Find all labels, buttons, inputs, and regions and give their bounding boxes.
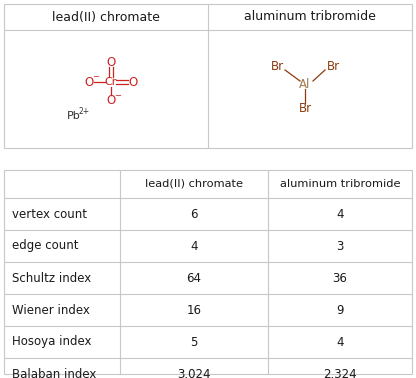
Text: 4: 4 <box>336 336 344 349</box>
Text: 3: 3 <box>336 240 344 253</box>
Text: 3.024: 3.024 <box>177 367 211 378</box>
Text: −: − <box>92 73 99 82</box>
Text: Schultz index: Schultz index <box>12 271 91 285</box>
Text: Al: Al <box>300 77 311 90</box>
Text: Balaban index: Balaban index <box>12 367 97 378</box>
Text: aluminum tribromide: aluminum tribromide <box>280 179 400 189</box>
Text: O: O <box>106 93 116 107</box>
Text: lead(II) chromate: lead(II) chromate <box>145 179 243 189</box>
Text: aluminum tribromide: aluminum tribromide <box>244 11 376 23</box>
Text: Br: Br <box>327 59 339 73</box>
Text: O: O <box>106 56 116 68</box>
Text: lead(II) chromate: lead(II) chromate <box>52 11 160 23</box>
Text: −: − <box>114 91 121 101</box>
Text: Wiener index: Wiener index <box>12 304 90 316</box>
Text: 2.324: 2.324 <box>323 367 357 378</box>
Text: 9: 9 <box>336 304 344 316</box>
Bar <box>4 4 412 148</box>
Text: 4: 4 <box>336 208 344 220</box>
Text: Cr: Cr <box>105 77 117 87</box>
Text: vertex count: vertex count <box>12 208 87 220</box>
Text: 2+: 2+ <box>79 107 89 116</box>
Bar <box>4 170 412 374</box>
Text: Hosoya index: Hosoya index <box>12 336 92 349</box>
Text: O: O <box>129 76 138 88</box>
Text: Br: Br <box>270 59 284 73</box>
Text: Pb: Pb <box>67 111 81 121</box>
Text: O: O <box>84 76 94 88</box>
Text: 16: 16 <box>186 304 201 316</box>
Text: 4: 4 <box>190 240 198 253</box>
Text: 5: 5 <box>190 336 198 349</box>
Text: 64: 64 <box>186 271 201 285</box>
Text: 36: 36 <box>332 271 347 285</box>
Text: 6: 6 <box>190 208 198 220</box>
Text: Br: Br <box>298 102 312 115</box>
Text: edge count: edge count <box>12 240 79 253</box>
